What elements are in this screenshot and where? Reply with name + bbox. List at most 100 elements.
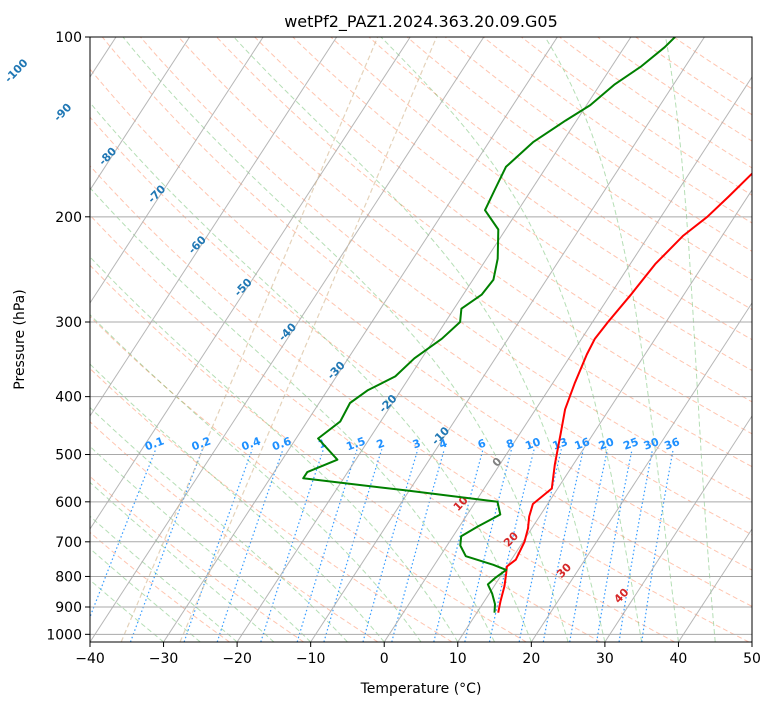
y-tick-label: 100 [55, 30, 82, 46]
mixing-ratio-line [183, 449, 253, 642]
isotherm-line [90, 37, 338, 417]
isotherm-label: -70 [145, 182, 168, 206]
pressure-grid [90, 36, 752, 635]
mixing-ratio-label: 0.6 [270, 434, 293, 453]
dry-adiabat-line [597, 37, 752, 142]
moist-adiabat-line [665, 37, 716, 642]
dry-adiabat-line [90, 531, 230, 642]
dry-adiabat-line [90, 68, 752, 571]
mixing-ratio-line [433, 449, 484, 642]
dewpoint-line [302, 37, 676, 613]
special-isotherm-line [120, 37, 379, 642]
moist-adiabat-line [90, 313, 422, 642]
isotherm-label: -30 [325, 359, 348, 383]
dry-adiabat-line [90, 214, 675, 642]
isotherm-label: -100 [2, 56, 31, 85]
y-tick-label: 1000 [46, 627, 82, 643]
x-axis-ticks: −40 −30 −20 −10 0 10 20 30 40 50 [75, 642, 761, 667]
moist-adiabat-line [544, 37, 679, 642]
x-tick-label: 40 [670, 651, 688, 667]
mixing-ratio-label: 8 [504, 437, 516, 452]
isotherm-label: -40 [276, 320, 299, 344]
x-tick-label: 10 [449, 651, 467, 667]
dry-adiabat-line [292, 37, 752, 372]
moist-adiabat-line [90, 445, 312, 642]
dry-adiabat-line [140, 37, 752, 501]
mixing-ratio-line [542, 449, 584, 642]
moist-adiabat-line [90, 515, 238, 642]
chart-title: wetPf2_PAZ1.2024.363.20.09.G05 [284, 12, 558, 32]
dry-adiabat-line [178, 37, 752, 468]
isotherm-line [90, 37, 264, 304]
mixing-ratio-label: 2 [375, 437, 387, 452]
y-axis-label: Pressure (hPa) [12, 289, 28, 389]
temperature-line [497, 172, 752, 613]
moist-adiabat-line [90, 547, 201, 642]
x-tick-label: 20 [522, 651, 540, 667]
mixing-ratio-line [618, 449, 654, 642]
line-labels: -100-90-80-70-60-50-40-30-20-10010203040… [2, 56, 682, 606]
isotherm-line [678, 528, 752, 642]
y-tick-label: 600 [55, 495, 82, 511]
moist-adiabat-line [90, 363, 385, 642]
mixing-ratio-label: 10 [523, 435, 542, 453]
mixing-ratio-line [391, 449, 445, 642]
mixing-ratio-line [488, 449, 535, 642]
y-tick-label: 200 [55, 210, 82, 226]
isotherm-line [90, 37, 190, 191]
isotherm-line [604, 415, 752, 642]
dry-adiabat-line [90, 264, 601, 642]
dry-adiabat-line [90, 475, 304, 642]
isotherm-line [457, 189, 752, 642]
moist-adiabat-line [90, 187, 496, 642]
isotherm-label: 0 [490, 455, 505, 470]
x-tick-label: −10 [296, 651, 326, 667]
y-tick-label: 900 [55, 600, 82, 616]
dry-adiabat-line [559, 37, 752, 169]
dry-adiabat-line [482, 37, 752, 224]
mixing-ratio-label: 0.1 [143, 435, 166, 454]
isotherm-line [163, 37, 558, 642]
y-tick-label: 400 [55, 390, 82, 406]
moist-adiabat-line [90, 101, 532, 642]
moist-adiabat-line [380, 37, 643, 642]
x-tick-label: 50 [743, 651, 761, 667]
x-tick-label: −20 [222, 651, 252, 667]
dry-adiabat-line [444, 37, 752, 252]
theta-label: 40 [611, 586, 631, 606]
mixing-ratio-label: 25 [621, 435, 640, 452]
x-tick-label: −30 [149, 651, 179, 667]
mixing-ratio-label: 36 [663, 435, 682, 453]
mixing-ratio-line [518, 449, 562, 642]
isotherm-label: -80 [96, 145, 119, 169]
dry-adiabat-line [254, 37, 752, 403]
mixing-ratio-label: 1.5 [344, 435, 367, 454]
y-tick-label: 300 [55, 315, 82, 331]
theta-label: 30 [554, 560, 574, 580]
dry-adiabat-line [90, 421, 379, 642]
mixing-ratio-line [569, 449, 609, 642]
sounding-profiles [302, 37, 752, 613]
x-tick-label: 30 [596, 651, 614, 667]
x-axis-label: Temperature (°C) [360, 681, 482, 697]
dry-adiabat-line [90, 315, 527, 642]
special-isotherm-line [179, 37, 438, 642]
mixing-ratio-line [296, 449, 358, 642]
mixing-ratio-label: 0.4 [240, 434, 263, 453]
mixing-ratio-line [464, 449, 513, 642]
moist-adiabat-line [90, 579, 164, 642]
mixing-ratio-label: 30 [642, 435, 661, 453]
mixing-ratio-line [323, 449, 383, 642]
mixing-ratio-line [362, 449, 419, 642]
mixing-ratio-line [90, 449, 157, 619]
plot-frame [89, 36, 753, 643]
isotherm-line [751, 641, 752, 642]
isotherm-line [383, 76, 752, 642]
moist-adiabat-line [233, 37, 606, 642]
mixing-ratio-line [596, 449, 633, 642]
moist-adiabat-line [90, 406, 348, 642]
mixing-ratio-label: 13 [551, 435, 570, 452]
mixing-ratio-label: 20 [597, 435, 616, 453]
isotherm-label: -60 [186, 233, 209, 257]
